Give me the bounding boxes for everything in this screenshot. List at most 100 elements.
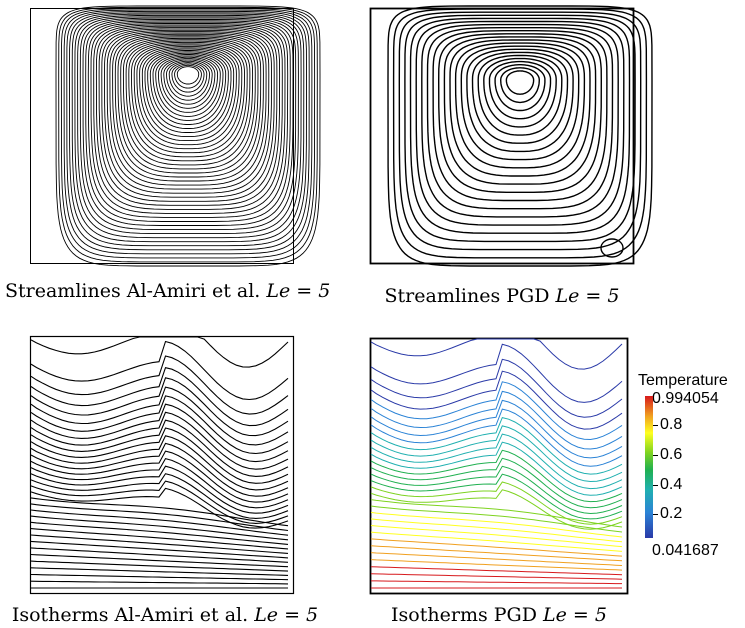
streamline [131, 43, 245, 154]
streamline [449, 39, 591, 177]
colorbar-tick-mark [653, 454, 658, 456]
isotherm [30, 403, 289, 463]
streamline [74, 14, 302, 239]
isotherm [370, 499, 623, 528]
isotherm [370, 559, 623, 571]
isotherm [370, 338, 623, 370]
panel-isotherms-pgd [369, 337, 629, 595]
isotherm [30, 367, 289, 427]
streamline [117, 36, 259, 174]
streamline [104, 29, 272, 194]
isotherm [370, 370, 623, 430]
streamline [174, 64, 202, 89]
isotherm [370, 511, 623, 538]
streamline [494, 64, 546, 112]
streamline [160, 58, 216, 109]
isotherm [370, 399, 623, 459]
isotherm [370, 538, 623, 557]
isotherm [370, 457, 623, 509]
streamline [69, 12, 307, 247]
streamline [454, 42, 586, 169]
isotherm [30, 567, 289, 576]
corner-eddy [600, 238, 624, 258]
isotherm [30, 355, 289, 415]
streamlines-al-amiri-plot [30, 5, 321, 267]
streamline [141, 48, 235, 138]
streamline [477, 54, 563, 136]
streamline [147, 51, 229, 129]
caption-text: Isotherms Al-Amiri et al. [11, 604, 249, 626]
isotherm [370, 390, 623, 450]
streamline [163, 59, 213, 105]
isotherm [370, 408, 623, 467]
streamline [77, 16, 299, 235]
colorbar-tick-mark [653, 484, 658, 486]
isotherm [370, 481, 623, 525]
streamline [66, 10, 310, 251]
colorbar-tick-label: 0.6 [660, 445, 683, 463]
streamline [483, 57, 557, 128]
isotherm [370, 433, 623, 490]
isotherm [30, 515, 289, 541]
isotherm [30, 450, 289, 503]
isotherm [30, 465, 289, 514]
colorbar-gradient [645, 396, 653, 538]
colorbar-tick-mark [653, 424, 658, 426]
caption-math: Le = 5 [254, 604, 319, 626]
streamline [98, 27, 278, 202]
caption-text: Isotherms PGD [391, 604, 537, 626]
isotherm [30, 411, 289, 470]
caption-isotherms-al-amiri: Isotherms Al-Amiri et al. Le = 5 [5, 604, 325, 626]
isotherm [370, 358, 623, 418]
streamline [55, 5, 321, 267]
streamline [114, 35, 262, 178]
colorbar-min-label: 0.041687 [652, 542, 719, 559]
isotherm [30, 435, 289, 491]
streamline [90, 23, 286, 214]
caption-text: Streamlines PGD [384, 285, 550, 307]
caption-math: Le = 5 [555, 285, 620, 307]
isotherm [30, 336, 289, 368]
streamline [128, 41, 248, 158]
caption-isotherms-pgd: Isotherms PGD Le = 5 [370, 604, 628, 626]
streamline [71, 13, 305, 243]
colorbar-tick-label: 0.8 [660, 415, 683, 433]
isotherm [370, 441, 623, 496]
isotherm [30, 573, 289, 581]
streamline [125, 40, 251, 162]
caption-math: Le = 5 [266, 280, 331, 302]
streamline [109, 32, 267, 186]
streamline [79, 17, 297, 231]
panel-streamlines-pgd [369, 5, 653, 267]
streamline [176, 66, 200, 85]
isotherm [370, 505, 623, 533]
isotherm [370, 573, 623, 580]
isotherm [30, 427, 289, 484]
isotherm [370, 473, 623, 520]
streamline [505, 70, 535, 95]
isotherm [370, 545, 623, 562]
isotherm [370, 465, 623, 515]
streamline [87, 21, 289, 218]
streamline [437, 33, 603, 193]
isotherm [370, 417, 623, 475]
isotherm [30, 547, 289, 563]
isotherms-pgd-plot [369, 337, 629, 595]
streamline [136, 45, 240, 146]
colorbar-max-label: 0.994054 [652, 390, 719, 407]
streamline [499, 67, 541, 104]
isotherm [30, 442, 289, 497]
isotherm [30, 553, 289, 568]
streamlines-pgd-plot [369, 5, 653, 267]
streamline [60, 8, 316, 259]
caption-math: Le = 5 [543, 604, 607, 626]
streamline [149, 52, 227, 125]
streamline [488, 60, 552, 120]
isotherm [30, 377, 289, 437]
streamline [106, 31, 270, 190]
isotherm [30, 580, 289, 585]
streamline [460, 45, 580, 161]
isotherm [30, 509, 289, 536]
colorbar-tick-label: 0.4 [660, 475, 683, 493]
streamline [101, 28, 275, 198]
